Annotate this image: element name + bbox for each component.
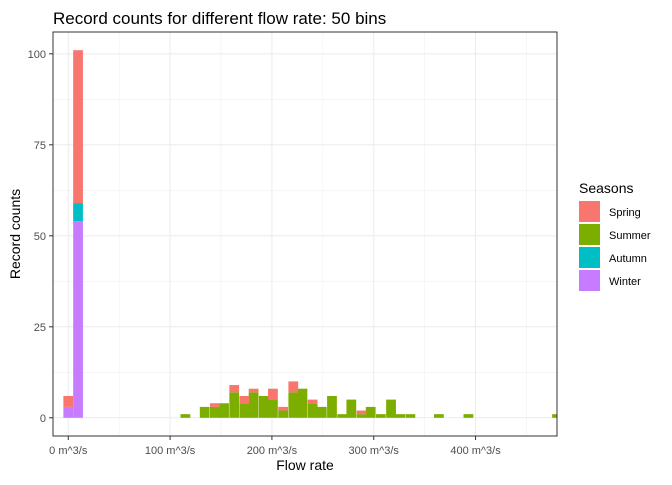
bar-spring <box>278 406 288 411</box>
bar-summer <box>199 406 210 418</box>
legend-title: Seasons <box>579 180 633 196</box>
legend-swatch-spring <box>579 201 600 222</box>
legend-label-autumn: Autumn <box>609 253 647 265</box>
y-tick-label: 100 <box>28 49 46 61</box>
bar-summer <box>386 399 396 418</box>
bar-summer <box>316 406 327 418</box>
bar-summer <box>268 399 278 418</box>
legend-label-winter: Winter <box>609 276 641 288</box>
bar-summer <box>180 414 191 418</box>
bar-winter <box>73 221 83 418</box>
grid-lines <box>53 32 557 436</box>
bar-spring <box>229 385 240 393</box>
bars <box>63 50 557 418</box>
y-tick-label: 75 <box>34 140 46 152</box>
bar-spring <box>248 388 259 393</box>
bar-spring <box>288 381 299 393</box>
legend-swatch-winter <box>579 270 600 291</box>
bar-summer <box>307 403 318 418</box>
bar-summer <box>248 392 259 418</box>
x-tick-label: 100 m^3/s <box>145 445 196 457</box>
bar-summer <box>365 406 376 418</box>
bar-autumn <box>73 203 83 222</box>
bar-summer <box>346 399 357 418</box>
bar-spring <box>73 50 83 204</box>
bar-summer <box>327 395 337 418</box>
legend-label-summer: Summer <box>609 230 651 242</box>
plot-panel <box>53 32 557 436</box>
bar-spring <box>307 399 318 404</box>
bar-summer <box>434 414 444 418</box>
x-tick-label: 200 m^3/s <box>247 445 298 457</box>
bar-summer <box>297 388 308 418</box>
bar-spring <box>210 403 220 407</box>
y-tick-label: 25 <box>34 322 46 334</box>
x-tick-label: 0 m^3/s <box>49 445 88 457</box>
bar-summer <box>375 414 386 418</box>
bar-summer <box>239 403 250 418</box>
y-axis-title: Record counts <box>7 189 23 279</box>
x-axis-title: Flow rate <box>276 457 334 473</box>
bar-summer <box>463 414 474 418</box>
bar-winter <box>63 406 74 418</box>
x-tick-label: 300 m^3/s <box>349 445 400 457</box>
bar-spring <box>63 395 74 407</box>
bar-spring <box>356 410 367 415</box>
x-tick-label: 400 m^3/s <box>450 445 501 457</box>
bar-spring <box>268 388 278 400</box>
bar-summer <box>288 392 299 418</box>
bar-summer <box>405 414 416 418</box>
y-tick-label: 50 <box>34 231 46 243</box>
chart-title: Record counts for different flow rate: 5… <box>53 9 386 28</box>
legend-label-spring: Spring <box>609 207 641 219</box>
bar-spring <box>239 395 250 404</box>
bar-summer <box>229 392 240 418</box>
bar-summer <box>552 414 557 418</box>
bar-summer <box>210 406 220 418</box>
y-tick-label: 0 <box>40 413 46 425</box>
y-axis: 0 25 50 75 100 <box>28 49 53 425</box>
bar-summer <box>337 414 348 418</box>
x-axis: 0 m^3/s 100 m^3/s 200 m^3/s 300 m^3/s 400 m^… <box>49 436 501 457</box>
bar-summer <box>258 395 269 418</box>
bar-summer <box>278 410 288 418</box>
bar-summer <box>395 414 406 418</box>
bar-summer <box>219 403 229 418</box>
legend: Seasons Spring Summer Autumn Winter <box>579 180 651 291</box>
plot-border <box>52 31 558 437</box>
bar-summer <box>356 414 367 418</box>
legend-swatch-autumn <box>579 247 600 268</box>
legend-swatch-summer <box>579 224 600 245</box>
